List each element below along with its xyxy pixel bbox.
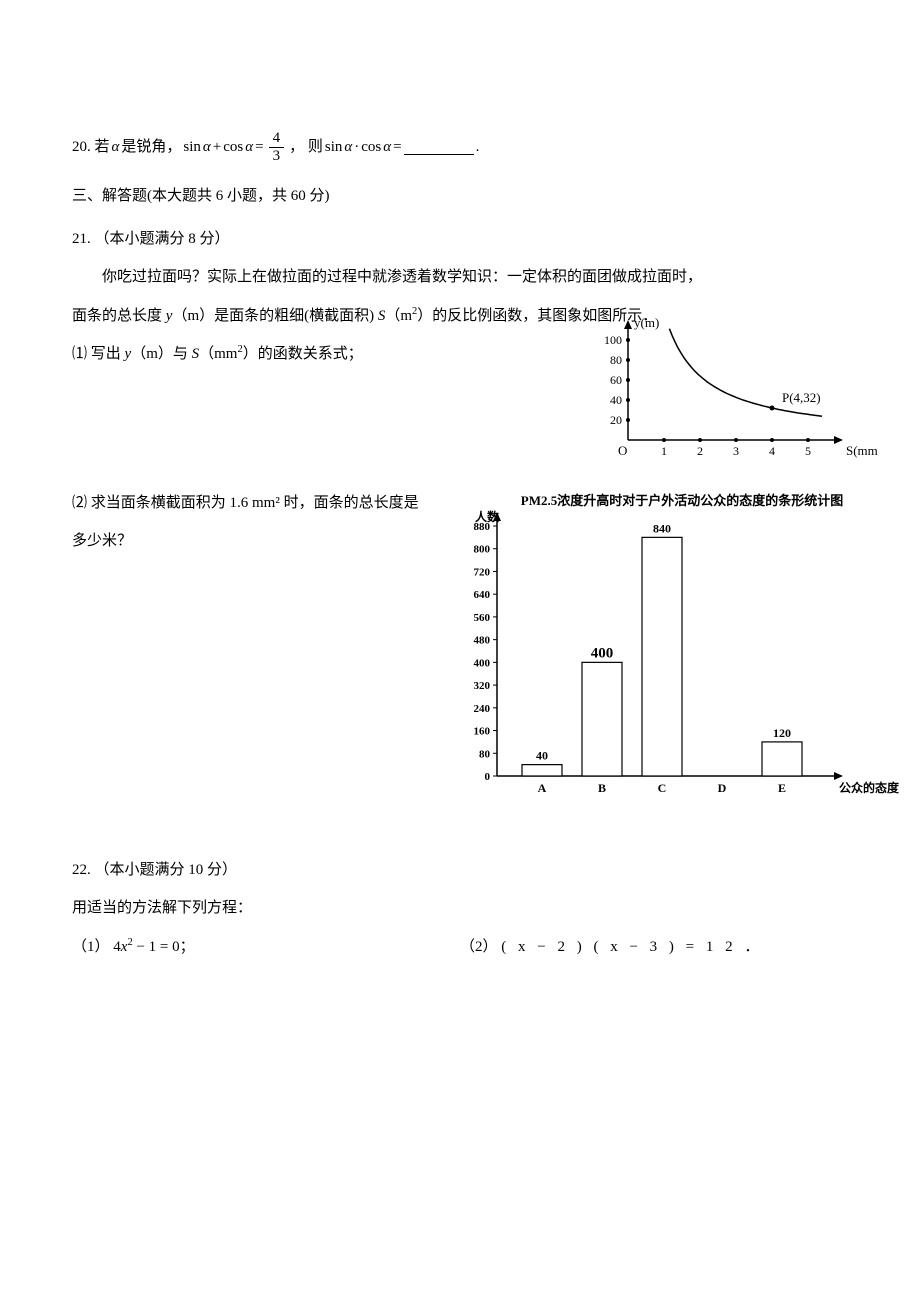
q21-s1-1: ⑴ 写出	[72, 346, 125, 362]
q20-a3: α	[245, 133, 253, 162]
svg-text:4: 4	[769, 444, 775, 458]
q20-dot: ·	[354, 133, 359, 162]
svg-text:y(m): y(m)	[634, 315, 659, 330]
q22-header: 22. （本小题满分 10 分）	[72, 856, 848, 885]
svg-text:40: 40	[536, 748, 548, 762]
q20-a2: α	[203, 133, 211, 162]
q22-eq2-body: ( x − 2 ) ( x − 3 ) = 1 2 ．	[501, 939, 763, 955]
svg-text:400: 400	[591, 645, 614, 661]
svg-text:80: 80	[610, 353, 622, 367]
section-3-title: 三、解答题(本大题共 6 小题，共 60 分)	[72, 182, 848, 211]
svg-text:40: 40	[610, 393, 622, 407]
q20-t1: 是锐角，	[121, 133, 181, 162]
q20-prefix: 20. 若	[72, 133, 110, 162]
q21-p1b-3: （m	[385, 308, 412, 324]
svg-text:880: 880	[474, 521, 491, 533]
svg-text:120: 120	[773, 725, 791, 739]
svg-text:240: 240	[474, 702, 491, 714]
svg-text:P(4,32): P(4,32)	[782, 390, 821, 405]
svg-text:3: 3	[733, 444, 739, 458]
q20-eq2: =	[393, 133, 401, 162]
svg-text:B: B	[598, 781, 606, 795]
svg-text:C: C	[658, 781, 667, 795]
question-20: 20. 若 α 是锐角， sin α + cos α = 4 3 ， 则 sin…	[72, 130, 848, 164]
reciprocal-graph: 20 40 60 80 100 1 2 3 4 5 Oy(m) S(mm2) P(4,32)	[588, 315, 878, 470]
svg-text:80: 80	[479, 748, 491, 760]
q21-header: 21. （本小题满分 8 分）	[72, 225, 848, 254]
q20-cos: cos	[223, 133, 243, 162]
svg-text:100: 100	[604, 333, 622, 347]
svg-text:160: 160	[474, 725, 491, 737]
svg-text:840: 840	[653, 521, 671, 535]
q20-alpha: α	[112, 133, 120, 162]
q22-equations: （1） 4x2 − 1 = 0； （2） ( x − 2 ) ( x − 3 )…	[72, 933, 848, 962]
q21-p1b-2: （m）是面条的粗细(横截面积)	[172, 308, 377, 324]
question-22: 22. （本小题满分 10 分） 用适当的方法解下列方程： （1） 4x2 − …	[72, 856, 848, 962]
q20-fraction: 4 3	[269, 130, 285, 164]
svg-text:PM2.5浓度升高时对于户外活动公众的态度的条形统计图: PM2.5浓度升高时对于户外活动公众的态度的条形统计图	[521, 493, 843, 508]
q20-t2: ， 则	[289, 133, 323, 162]
svg-text:公众的态度: 公众的态度	[839, 780, 900, 795]
q21-p1a: 你吃过拉面吗？实际上在做拉面的过程中就渗透着数学知识：一定体积的面团做成拉面时，	[72, 263, 848, 292]
svg-text:E: E	[778, 781, 786, 795]
svg-text:0: 0	[485, 771, 491, 783]
q20-den: 3	[269, 148, 285, 165]
q21-p1b-1: 面条的总长度	[72, 308, 166, 324]
q20-num: 4	[269, 130, 285, 148]
svg-text:480: 480	[474, 634, 491, 646]
q22-eq1-label: （1）	[72, 939, 113, 955]
svg-text:D: D	[718, 781, 727, 795]
svg-text:O: O	[618, 443, 627, 458]
bar-chart: PM2.5浓度升高时对于户外活动公众的态度的条形统计图人数08016024032…	[432, 491, 912, 821]
svg-text:5: 5	[805, 444, 811, 458]
q22-eq2: （2） ( x − 2 ) ( x − 3 ) = 1 2 ．	[460, 933, 848, 962]
q21-s1-2: （m）与	[131, 346, 191, 362]
svg-text:A: A	[538, 781, 547, 795]
svg-text:320: 320	[474, 680, 491, 692]
svg-text:640: 640	[474, 589, 491, 601]
q21-s1-3: （mm	[199, 346, 237, 362]
q20-plus: +	[213, 133, 221, 162]
q21-s1-S: S	[192, 346, 200, 362]
q20-eq: =	[255, 133, 263, 162]
svg-text:1: 1	[661, 444, 667, 458]
svg-text:2: 2	[697, 444, 703, 458]
q20-period: .	[476, 133, 480, 162]
q22-eq1-b: − 1 = 0	[133, 939, 180, 955]
q22-eq1-semi: ；	[180, 939, 195, 955]
q20-a4: α	[344, 133, 352, 162]
q22-intro: 用适当的方法解下列方程：	[72, 894, 848, 923]
svg-text:560: 560	[474, 611, 491, 623]
q22-eq1: （1） 4x2 − 1 = 0；	[72, 933, 460, 962]
svg-text:400: 400	[474, 657, 491, 669]
q22-eq2-label: （2）	[460, 939, 501, 955]
svg-text:S(mm2): S(mm2)	[846, 442, 878, 458]
svg-text:720: 720	[474, 566, 491, 578]
svg-text:800: 800	[474, 543, 491, 555]
q20-cos2: cos	[361, 133, 381, 162]
q21-s1-4: ）的函数关系式；	[243, 346, 363, 362]
q20-sin: sin	[183, 133, 201, 162]
q20-a5: α	[383, 133, 391, 162]
svg-text:60: 60	[610, 373, 622, 387]
q20-blank	[404, 140, 474, 155]
q22-eq1-a: 4	[113, 939, 121, 955]
q20-sin2: sin	[325, 133, 343, 162]
svg-text:20: 20	[610, 413, 622, 427]
question-21: 21. （本小题满分 8 分） 你吃过拉面吗？实际上在做拉面的过程中就渗透着数学…	[72, 225, 848, 556]
